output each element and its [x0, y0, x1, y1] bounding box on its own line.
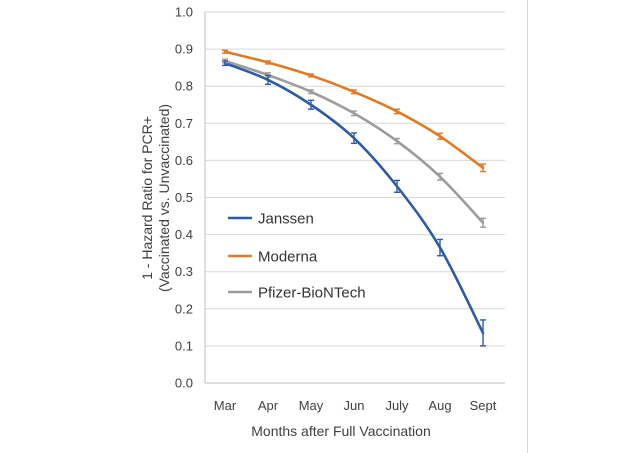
legend-label: Moderna	[258, 249, 318, 266]
error-bar	[351, 89, 357, 95]
legend-label: Janssen	[258, 211, 314, 228]
error-bar	[437, 238, 443, 257]
y-tick-label: 0.4	[175, 227, 193, 242]
error-bars	[222, 49, 486, 347]
error-bar	[308, 73, 314, 78]
x-tick-label: July	[385, 398, 409, 413]
x-tick-label: Aug	[428, 398, 451, 413]
error-bar	[480, 163, 486, 173]
y-tick-label: 0.7	[175, 116, 193, 131]
x-tick-labels: Mar Apr May Jun July Aug Sept	[214, 398, 497, 413]
x-tick-label: Apr	[258, 398, 279, 413]
legend: Janssen Moderna Pfizer-BioNTech	[228, 211, 366, 302]
error-bar	[394, 108, 400, 115]
frame-divider	[527, 0, 528, 453]
y-axis-title-line1: 1 - Hazard Ratio for PCR+	[139, 116, 155, 280]
legend-label: Pfizer-BioNTech	[258, 285, 366, 302]
y-tick-label: 0.2	[175, 301, 193, 316]
y-tick-label: 1.0	[175, 5, 193, 20]
error-bar	[222, 60, 228, 67]
error-bar	[308, 99, 314, 110]
error-bar	[222, 49, 228, 54]
error-bar	[308, 89, 314, 95]
y-axis-title-line2: (Vaccinated vs. Unvaccinated)	[156, 104, 172, 292]
y-tick-labels: 0.0 0.1 0.2 0.3 0.4 0.5 0.6 0.7 0.8 0.9 1.0	[175, 5, 193, 391]
error-bar	[351, 132, 357, 145]
error-bar	[394, 179, 400, 194]
error-bar	[480, 319, 486, 347]
axes	[204, 12, 505, 384]
y-tick-label: 0.3	[175, 264, 193, 279]
x-tick-label: Jun	[344, 398, 365, 413]
error-bar	[265, 74, 271, 86]
gridlines	[205, 11, 505, 347]
y-tick-label: 0.0	[175, 376, 193, 391]
x-axis-title: Months after Full Vaccination	[251, 423, 431, 439]
y-tick-label: 0.8	[175, 79, 193, 94]
error-bar	[437, 172, 443, 181]
series-line-moderna	[223, 50, 485, 170]
error-bar	[480, 217, 486, 228]
y-tick-label: 0.1	[175, 338, 193, 353]
error-bar	[351, 110, 357, 117]
error-bar	[394, 137, 400, 145]
x-tick-label: Mar	[214, 398, 237, 413]
y-tick-label: 0.6	[175, 153, 193, 168]
y-tick-label: 0.5	[175, 190, 193, 205]
x-tick-label: May	[299, 398, 324, 413]
error-bar	[265, 60, 271, 65]
y-tick-label: 0.9	[175, 42, 193, 57]
error-bar	[437, 132, 443, 140]
x-tick-label: Sept	[470, 398, 497, 413]
